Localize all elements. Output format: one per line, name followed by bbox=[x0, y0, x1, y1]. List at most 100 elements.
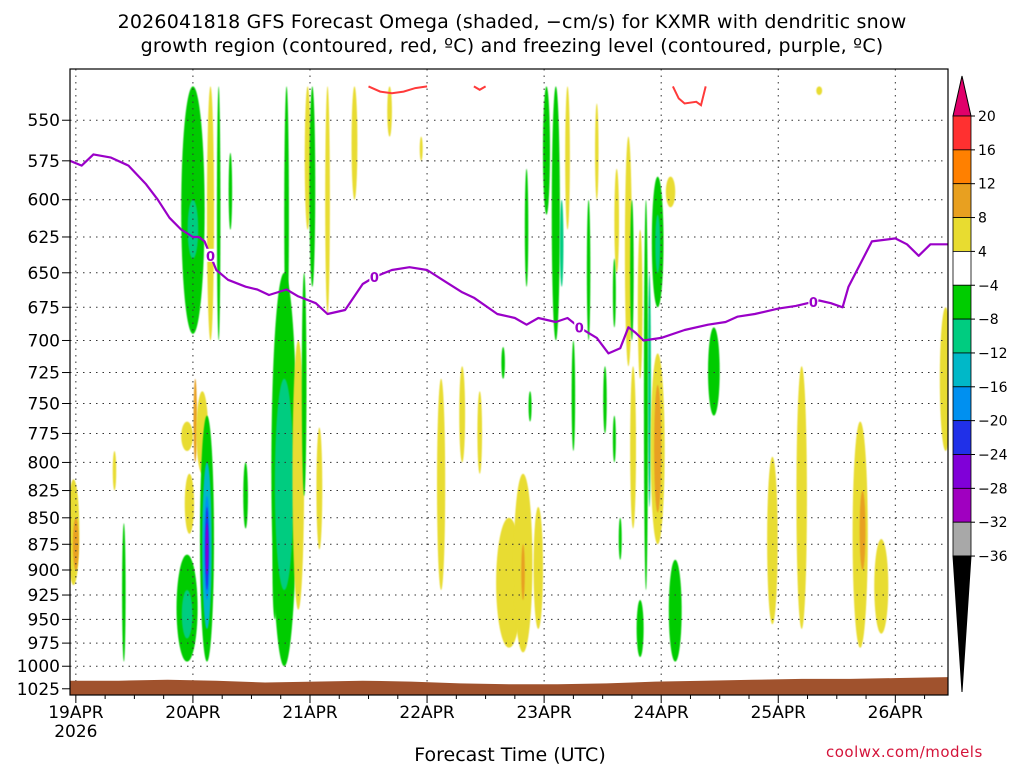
colorbar-swatch-0 bbox=[952, 115, 972, 151]
colorbar-swatch-2 bbox=[952, 183, 972, 218]
y-tick-label-550: 550 bbox=[28, 111, 60, 131]
omega-cell-17 bbox=[206, 86, 214, 341]
omega-cell-10 bbox=[193, 378, 198, 463]
freezing-level-line bbox=[70, 153, 948, 355]
colorbar-top-arrow bbox=[952, 75, 972, 117]
colorbar-label-8: −16 bbox=[978, 380, 1008, 396]
omega-cell-60 bbox=[647, 272, 651, 507]
colorbar-swatch-1 bbox=[952, 149, 972, 185]
y-axis: 550 575 600 625 650 675 700 725 750 775 800 825 850 8… bbox=[17, 111, 70, 700]
dendritic-growth-contours bbox=[368, 85, 707, 107]
y-tick-label-800: 800 bbox=[28, 453, 60, 473]
colorbar-label-6: −8 bbox=[978, 312, 999, 328]
omega-cell-24 bbox=[284, 86, 289, 341]
y-tick-label-750: 750 bbox=[28, 394, 60, 414]
colorbar-swatch-5 bbox=[952, 284, 972, 320]
colorbar-label-2: 12 bbox=[978, 177, 996, 193]
colorbar-label-12: −32 bbox=[978, 515, 1008, 531]
omega-cell-31 bbox=[351, 86, 358, 200]
omega-cell-48 bbox=[571, 340, 576, 451]
colorbar-label-7: −12 bbox=[978, 346, 1008, 362]
colorbar-bottom-arrow bbox=[952, 555, 972, 693]
x-tick-label-25APR: 25APR bbox=[751, 703, 807, 723]
colorbar-swatch-6 bbox=[952, 318, 972, 354]
omega-cell-52 bbox=[614, 168, 620, 273]
y-tick-label-1000: 1000 bbox=[17, 657, 60, 677]
colorbar-swatch-4 bbox=[952, 250, 972, 286]
colorbar-swatch-3 bbox=[952, 217, 972, 252]
y-tick-label-575: 575 bbox=[28, 152, 60, 172]
y-tick-label-675: 675 bbox=[28, 298, 60, 318]
x-tick-label-23APR: 23APR bbox=[516, 703, 572, 723]
y-tick-label-600: 600 bbox=[28, 191, 60, 211]
omega-cell-25 bbox=[292, 340, 305, 610]
y-tick-label-875: 875 bbox=[28, 535, 60, 555]
omega-cell-4 bbox=[181, 421, 193, 451]
omega-shading bbox=[70, 86, 948, 667]
omega-cell-71 bbox=[767, 456, 778, 625]
freezing-label-bg bbox=[205, 248, 216, 262]
omega-cell-9 bbox=[187, 199, 199, 259]
terrain-fill bbox=[70, 677, 948, 695]
colorbar-label-1: 16 bbox=[978, 143, 996, 159]
omega-cell-37 bbox=[501, 346, 505, 379]
chart-title-line-2: growth region (contoured, red, ºC) and f… bbox=[140, 35, 884, 57]
y-tick-label-975: 975 bbox=[28, 634, 60, 654]
omega-cell-55 bbox=[612, 258, 616, 328]
omega-cell-23 bbox=[274, 378, 294, 591]
colorbar-swatch-12 bbox=[952, 521, 972, 557]
y-tick-label-625: 625 bbox=[28, 228, 60, 248]
omega-cell-61 bbox=[630, 366, 637, 529]
omega-cell-69 bbox=[668, 559, 682, 662]
omega-cell-46 bbox=[559, 199, 564, 287]
omega-cell-68 bbox=[636, 599, 644, 658]
freezing-label-bg bbox=[808, 294, 819, 308]
y-tick-label-775: 775 bbox=[28, 424, 60, 444]
omega-cell-30 bbox=[325, 86, 330, 315]
omega-cell-40 bbox=[533, 506, 543, 629]
omega-cell-70 bbox=[708, 327, 720, 416]
omega-cell-44 bbox=[542, 86, 550, 215]
colorbar-swatch-9 bbox=[952, 420, 972, 455]
omega-cell-18 bbox=[216, 86, 221, 341]
omega-cell-58 bbox=[637, 229, 643, 379]
colorbar-label-11: −28 bbox=[978, 481, 1008, 497]
y-tick-label-650: 650 bbox=[28, 264, 60, 284]
omega-cell-32 bbox=[387, 86, 392, 137]
dgz-contour-0 bbox=[368, 85, 428, 95]
freezing-label-bg bbox=[369, 270, 380, 284]
colorbar-label-10: −24 bbox=[978, 448, 1008, 464]
terrain-surface bbox=[70, 677, 948, 695]
omega-cell-26 bbox=[301, 272, 307, 497]
omega-cell-49 bbox=[586, 199, 591, 341]
omega-cell-72 bbox=[796, 366, 807, 629]
dgz-contour-1 bbox=[671, 85, 707, 107]
colorbar-swatch-8 bbox=[952, 386, 972, 422]
omega-cell-45 bbox=[551, 86, 560, 341]
site-credit: coolwx.com/models bbox=[826, 743, 983, 761]
omega-cell-51 bbox=[603, 366, 607, 434]
omega-cell-7 bbox=[181, 590, 193, 639]
omega-cell-53 bbox=[624, 136, 632, 367]
y-tick-label-825: 825 bbox=[28, 482, 60, 502]
colorbar-swatch-7 bbox=[952, 352, 972, 388]
omega-cell-56 bbox=[612, 415, 616, 463]
omega-cell-3 bbox=[122, 523, 126, 662]
omega-cell-43 bbox=[524, 168, 529, 287]
dgz-contour-2 bbox=[473, 85, 487, 91]
omega-cell-5 bbox=[184, 473, 195, 534]
omega-cell-16 bbox=[205, 523, 209, 576]
freezing-level-label-3: 0 bbox=[809, 296, 818, 311]
omega-cell-41 bbox=[521, 544, 525, 600]
colorbar-label-9: −20 bbox=[978, 414, 1008, 430]
y-tick-label-925: 925 bbox=[28, 586, 60, 606]
colorbar-label-4: 4 bbox=[978, 244, 987, 260]
chart-title-line-1: 2026041818 GFS Forecast Omega (shaded, −… bbox=[117, 11, 907, 33]
y-tick-label-850: 850 bbox=[28, 509, 60, 529]
y-tick-label-1025: 1025 bbox=[17, 680, 60, 700]
freezing-level-label-2: 0 bbox=[575, 321, 584, 336]
omega-cell-28 bbox=[304, 86, 311, 230]
y-tick-label-725: 725 bbox=[28, 364, 60, 384]
omega-cell-76 bbox=[874, 539, 889, 634]
